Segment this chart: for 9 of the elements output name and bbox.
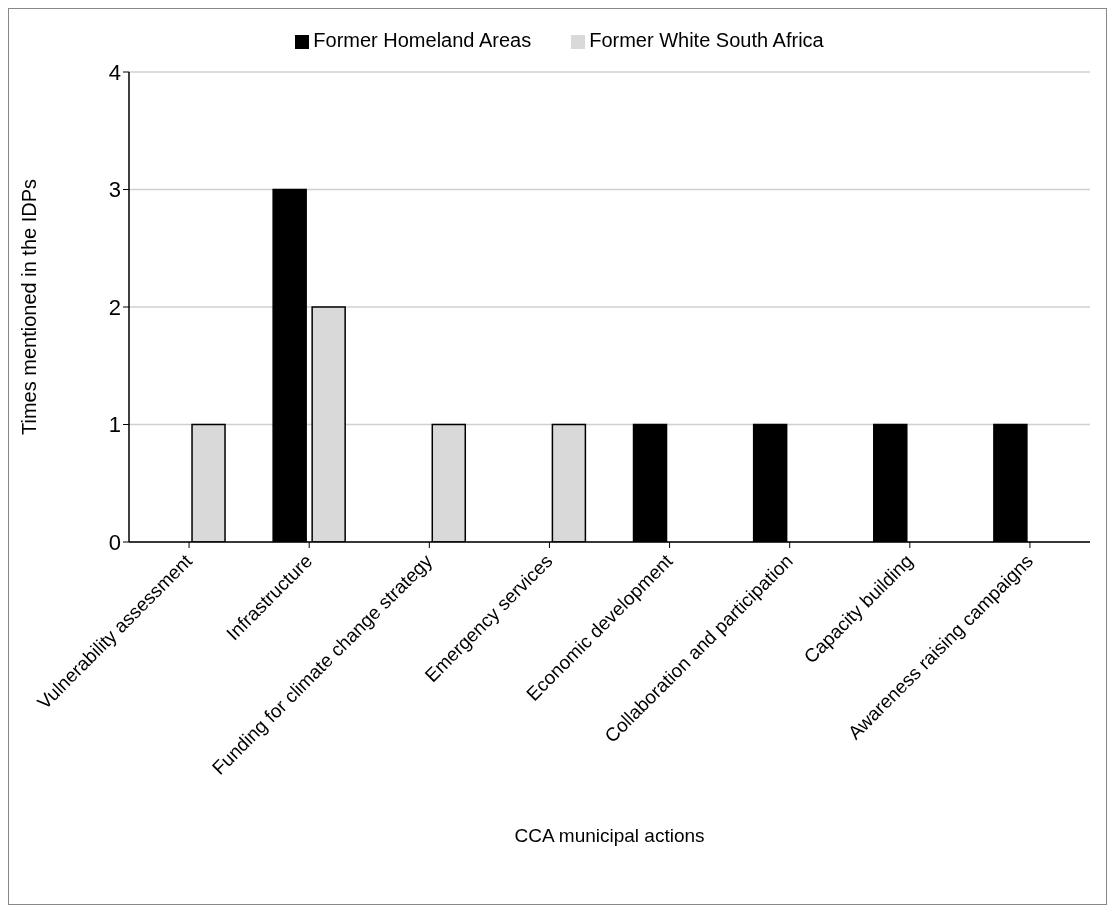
legend-label: Former Homeland Areas <box>313 29 532 51</box>
y-tick-label: 0 <box>108 529 121 555</box>
y-tick-label: 1 <box>108 412 121 438</box>
y-tick-label: 2 <box>108 294 121 320</box>
x-axis-title: CCA municipal actions <box>514 825 705 846</box>
legend-label: Former White South Africa <box>589 29 824 51</box>
y-axis-title: Times mentioned in the IDPs <box>18 178 41 436</box>
y-tick-label: 3 <box>108 177 121 203</box>
y-tick-label: 4 <box>108 59 121 85</box>
